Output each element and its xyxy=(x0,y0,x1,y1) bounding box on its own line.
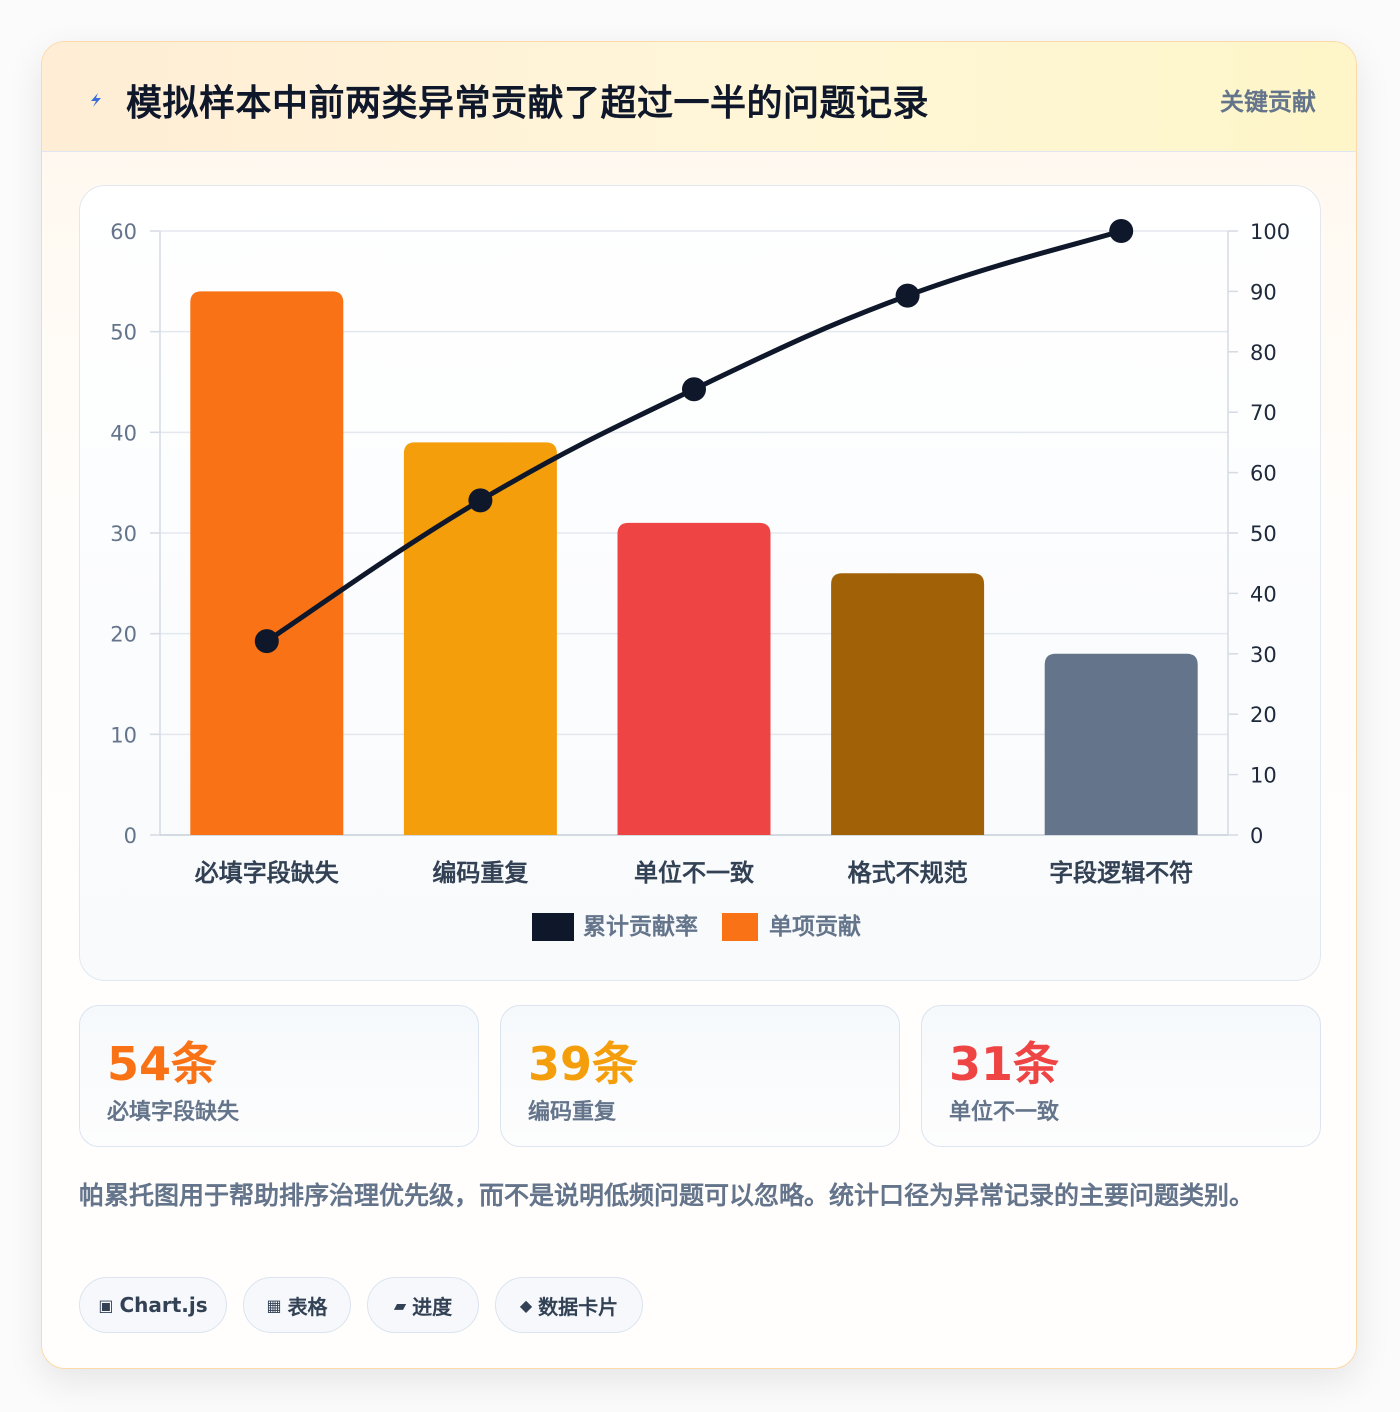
y-right-tick-label: 20 xyxy=(1250,703,1277,727)
pareto-chart: 0 10 20 30 40 50 60 0 10 20 30 40 50 60 70 80 90 100 必填字段缺… xyxy=(110,219,1290,941)
y-left-tick-label: 30 xyxy=(110,522,137,546)
cumulative-point xyxy=(254,629,279,654)
tag-chartjs[interactable]: ▣ Chart.js xyxy=(79,1277,227,1333)
y-left-tick-label: 60 xyxy=(110,220,137,244)
stat-card-missing-fields: 54条 必填字段缺失 xyxy=(79,1005,479,1147)
bar xyxy=(190,291,344,835)
tag-table[interactable]: ▦ 表格 xyxy=(243,1277,351,1333)
bar xyxy=(403,442,557,835)
stat-value: 31条 xyxy=(949,1037,1060,1091)
cumulative-point xyxy=(895,283,920,308)
bar xyxy=(1044,653,1198,835)
y-right-tick-label: 0 xyxy=(1250,824,1263,848)
chart-panel: 0 10 20 30 40 50 60 0 10 20 30 40 50 60 70 80 90 100 必填字段缺… xyxy=(79,185,1321,981)
report-card: 模拟样本中前两类异常贡献了超过一半的问题记录 关键贡献 0 10 20 30 40 50 6… xyxy=(41,41,1357,1369)
cumulative-point xyxy=(1109,219,1134,243)
card-header: 模拟样本中前两类异常贡献了超过一半的问题记录 关键贡献 xyxy=(42,42,1356,152)
page-title: 模拟样本中前两类异常贡献了超过一半的问题记录 xyxy=(126,83,930,124)
y-right-tick-label: 10 xyxy=(1250,764,1277,788)
x-tick-label: 字段逻辑不符 xyxy=(1049,859,1193,887)
tag-label: Chart.js xyxy=(119,1293,208,1317)
tag-progress[interactable]: ▰ 进度 xyxy=(367,1277,479,1333)
stat-card-unit-mismatch: 31条 单位不一致 xyxy=(921,1005,1321,1147)
x-tick-label: 编码重复 xyxy=(432,859,529,887)
y-left-tick-label: 0 xyxy=(124,824,137,848)
cumulative-point xyxy=(468,488,493,513)
y-right-tick-label: 30 xyxy=(1250,643,1277,667)
tag-label: 表格 xyxy=(287,1294,328,1319)
tag-label: 数据卡片 xyxy=(538,1294,619,1319)
y-right-tick-label: 90 xyxy=(1250,280,1277,304)
legend-swatch xyxy=(532,913,574,941)
y-left-tick-label: 50 xyxy=(110,321,137,345)
y-left-tick-label: 40 xyxy=(110,421,137,445)
diamond-icon: ◆ xyxy=(519,1295,533,1315)
progress-icon: ▰ xyxy=(393,1295,407,1315)
stat-label: 必填字段缺失 xyxy=(107,1100,240,1125)
x-tick-label: 格式不规范 xyxy=(848,859,968,887)
stat-label: 单位不一致 xyxy=(949,1100,1060,1125)
tag-label: 进度 xyxy=(412,1294,453,1319)
footnote: 帕累托图用于帮助排序治理优先级，而不是说明低频问题可以忽略。统计口径为异常记录的… xyxy=(79,1181,1255,1210)
cumulative-point xyxy=(682,377,706,402)
y-right-tick-label: 60 xyxy=(1250,462,1277,486)
y-right-tick-label: 40 xyxy=(1250,582,1277,606)
x-tick-label: 单位不一致 xyxy=(634,859,755,887)
chart-icon: ▣ xyxy=(98,1295,114,1315)
tag-data-card[interactable]: ◆ 数据卡片 xyxy=(495,1277,643,1333)
stat-card-duplicate-codes: 39条 编码重复 xyxy=(500,1005,900,1147)
y-right-tick-label: 70 xyxy=(1250,401,1277,425)
y-left-tick-label: 20 xyxy=(110,623,137,647)
stat-label: 编码重复 xyxy=(528,1100,617,1125)
legend-label: 单项贡献 xyxy=(769,914,861,940)
stat-value: 54条 xyxy=(107,1037,218,1091)
y-right-tick-label: 80 xyxy=(1250,341,1277,365)
lightning-icon xyxy=(91,93,101,107)
y-right-tick-label: 100 xyxy=(1250,220,1290,244)
status-badge: 关键贡献 xyxy=(1220,88,1316,116)
stat-value: 39条 xyxy=(528,1037,639,1091)
x-tick-label: 必填字段缺失 xyxy=(195,859,340,887)
bar xyxy=(831,573,985,835)
y-right-tick-label: 50 xyxy=(1250,522,1277,546)
y-left-tick-label: 10 xyxy=(110,723,137,747)
legend-label: 累计贡献率 xyxy=(583,913,698,940)
table-icon: ▦ xyxy=(266,1295,282,1315)
bar xyxy=(617,522,771,835)
legend-swatch xyxy=(722,913,758,941)
